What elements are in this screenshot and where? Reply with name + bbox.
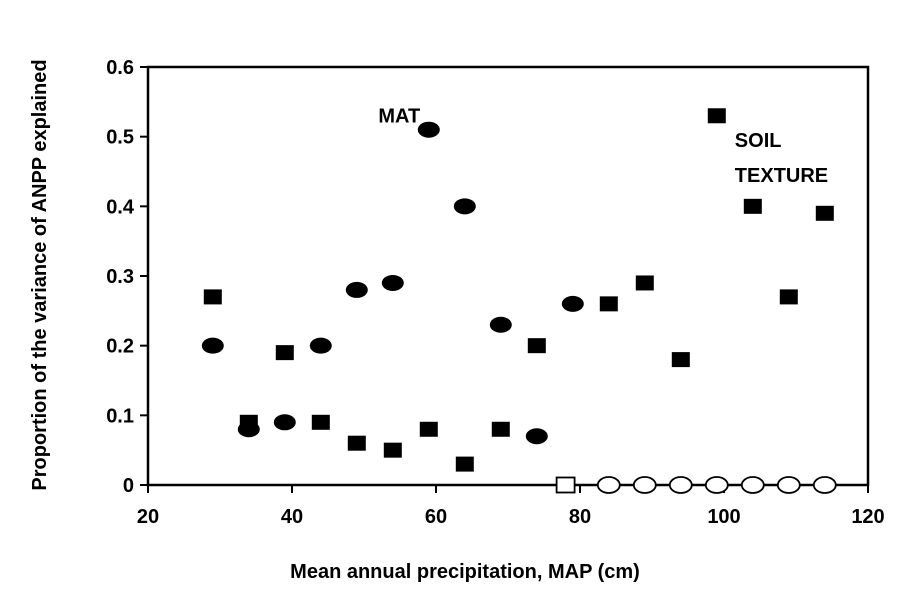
filled-square-point (347, 435, 366, 451)
filled-square-point (383, 442, 402, 458)
filled-square-point (455, 456, 474, 472)
y-tick-label: 0.2 (106, 336, 134, 358)
y-axis: 0 0.1 0.2 0.3 0.4 0.5 0.6 (106, 57, 148, 497)
filled-square-point (419, 421, 438, 437)
open-circle-point (776, 476, 801, 494)
open-circle-point (632, 476, 657, 494)
filled-square-point (491, 421, 510, 437)
open-circle-point (704, 476, 729, 494)
filled-circle-point (453, 198, 476, 215)
x-tick-label: 120 (851, 506, 884, 528)
x-axis: 20 40 60 80 100 120 (137, 485, 885, 528)
filled-square-point (599, 296, 618, 312)
annotations: MAT SOIL TEXTURE (378, 106, 828, 187)
filled-circle-point (345, 281, 368, 298)
filled-square-point (815, 205, 834, 221)
annotation-label: TEXTURE (735, 165, 828, 187)
data-points (201, 108, 837, 494)
x-axis-title: Mean annual precipitation, MAP (cm) (290, 561, 640, 583)
x-tick-label: 40 (281, 506, 303, 528)
filled-square-point (527, 338, 546, 354)
y-tick-label: 0.4 (106, 196, 135, 218)
filled-square-point (707, 108, 726, 124)
filled-circle-point (381, 274, 404, 291)
filled-square-point (311, 414, 330, 430)
open-circle-point (812, 476, 837, 494)
open-circle-point (740, 476, 765, 494)
x-tick-label: 80 (569, 506, 591, 528)
y-tick-label: 0.5 (106, 127, 134, 149)
filled-square-point (203, 289, 222, 305)
open-square-point (555, 476, 576, 494)
x-tick-label: 100 (707, 506, 740, 528)
x-tick-label: 20 (137, 506, 159, 528)
filled-square-point (779, 289, 798, 305)
y-tick-label: 0.1 (106, 405, 134, 427)
filled-circle-point (417, 121, 440, 138)
filled-square-point (275, 345, 294, 361)
filled-square-point (239, 414, 258, 430)
filled-square-point (635, 275, 654, 291)
annotation-label: SOIL (735, 130, 782, 152)
x-tick-label: 60 (425, 506, 447, 528)
y-tick-label: 0.3 (106, 266, 134, 288)
filled-circle-point (273, 414, 296, 431)
annotation-label: MAT (378, 106, 420, 128)
y-tick-label: 0 (123, 475, 134, 497)
filled-circle-point (489, 316, 512, 333)
y-tick-label: 0.6 (106, 57, 134, 79)
filled-square-point (743, 198, 762, 214)
open-circle-point (668, 476, 693, 494)
open-circle-point (596, 476, 621, 494)
y-axis-title: Proportion of the variance of ANPP expla… (29, 59, 51, 490)
filled-circle-point (525, 428, 548, 445)
filled-circle-point (201, 337, 224, 354)
filled-square-point (671, 352, 690, 368)
filled-circle-point (561, 295, 584, 312)
filled-circle-point (309, 337, 332, 354)
